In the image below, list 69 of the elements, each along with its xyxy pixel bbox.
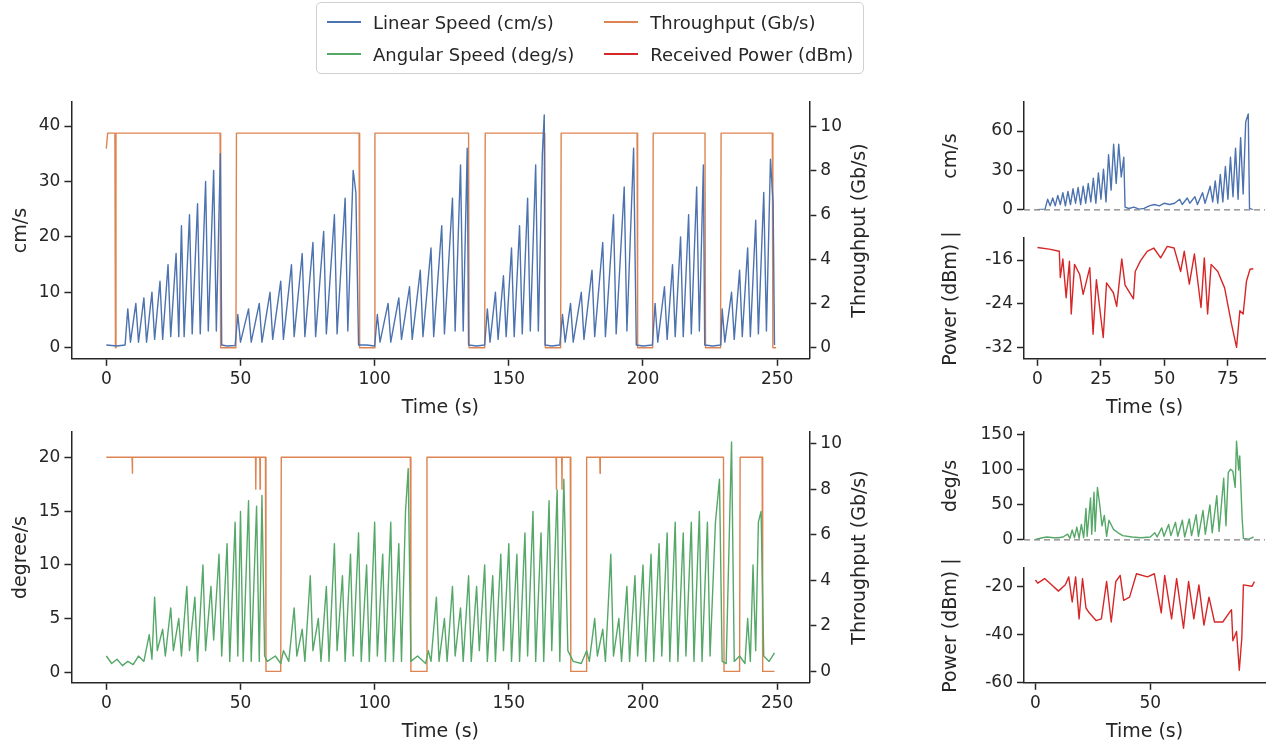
y-tick-label: -16 bbox=[985, 248, 1013, 269]
x-tick-label: 25 bbox=[1090, 368, 1112, 389]
legend-label: Throughput (Gb/s) bbox=[650, 11, 816, 33]
x-tick-label: 50 bbox=[1153, 368, 1176, 389]
x-tick-label: 75 bbox=[1217, 368, 1239, 389]
y2-tick-label: 2 bbox=[820, 291, 832, 312]
y-tick-label: 50 bbox=[991, 493, 1013, 514]
legend-label: Linear Speed (cm/s) bbox=[373, 11, 554, 33]
x-tick-label: 0 bbox=[1032, 368, 1043, 389]
x-tick-label: 50 bbox=[229, 368, 252, 389]
y-axis-title: deg/s bbox=[938, 459, 961, 513]
y-axis-title: cm/s bbox=[8, 207, 31, 254]
y2-tick-label: 6 bbox=[820, 523, 832, 544]
x-tick-label: 50 bbox=[229, 692, 252, 713]
x-tick-label: 100 bbox=[358, 368, 391, 389]
y-tick-label: 20 bbox=[38, 446, 61, 467]
y2-tick-label: 6 bbox=[820, 203, 832, 224]
x-axis-title: Time (s) bbox=[1104, 718, 1184, 741]
y2-tick-label: 4 bbox=[820, 247, 832, 268]
x-tick-label: 100 bbox=[358, 692, 391, 713]
y-tick-label: 150 bbox=[980, 423, 1013, 444]
y-tick-label: 60 bbox=[991, 119, 1013, 140]
y-tick-label: 100 bbox=[980, 458, 1013, 479]
x-axis-title: Time (s) bbox=[400, 718, 480, 741]
x-axis-title: Time (s) bbox=[1104, 394, 1184, 417]
y-tick-label: 0 bbox=[49, 660, 61, 681]
y-tick-label: -60 bbox=[985, 671, 1013, 692]
y2-tick-label: 0 bbox=[820, 336, 832, 357]
x-tick-label: 250 bbox=[760, 368, 794, 389]
legend-label: Received Power (dBm) bbox=[650, 43, 854, 65]
y2-tick-label: 8 bbox=[820, 477, 832, 498]
y2-tick-label: 0 bbox=[820, 659, 832, 680]
y-tick-label: -32 bbox=[985, 335, 1013, 356]
y2-tick-label: 10 bbox=[820, 432, 843, 453]
y-axis-title: cm/s bbox=[938, 133, 961, 179]
y-tick-label: 0 bbox=[1002, 198, 1013, 219]
y-tick-label: 15 bbox=[38, 499, 61, 520]
y2-tick-label: 8 bbox=[820, 159, 832, 180]
x-tick-label: 250 bbox=[760, 692, 794, 713]
y-tick-label: -24 bbox=[985, 292, 1013, 313]
x-tick-label: 150 bbox=[492, 368, 526, 389]
y-tick-label: 0 bbox=[1002, 528, 1013, 549]
y-tick-label: 0 bbox=[49, 336, 61, 357]
y-tick-label: 5 bbox=[49, 606, 61, 627]
y-axis-title: degree/s bbox=[8, 516, 31, 599]
x-tick-label: 50 bbox=[1139, 692, 1162, 713]
y2-axis-title: Throughput (Gb/s) bbox=[846, 470, 869, 646]
y-tick-label: 20 bbox=[38, 225, 61, 246]
y-tick-label: 40 bbox=[38, 114, 61, 135]
y2-tick-label: 2 bbox=[820, 614, 832, 635]
y2-tick-label: 4 bbox=[820, 568, 832, 589]
legend-label: Angular Speed (deg/s) bbox=[373, 43, 575, 65]
x-tick-label: 0 bbox=[1030, 692, 1041, 713]
y2-tick-label: 10 bbox=[820, 114, 843, 135]
y-tick-label: 10 bbox=[38, 280, 61, 301]
y-tick-label: 10 bbox=[38, 553, 61, 574]
y-tick-label: -20 bbox=[985, 574, 1013, 595]
y-axis-title: Power (dBm) | bbox=[938, 231, 962, 366]
y-tick-label: -40 bbox=[985, 622, 1013, 643]
x-tick-label: 150 bbox=[492, 692, 526, 713]
x-tick-label: 0 bbox=[100, 368, 112, 389]
x-tick-label: 200 bbox=[626, 368, 660, 389]
y-tick-label: 30 bbox=[38, 169, 61, 190]
y-axis-title: Power (dBm) | bbox=[938, 558, 962, 693]
x-axis-title: Time (s) bbox=[400, 394, 480, 417]
x-tick-label: 200 bbox=[626, 692, 660, 713]
y2-axis-title: Throughput (Gb/s) bbox=[846, 143, 869, 319]
y-tick-label: 30 bbox=[991, 158, 1013, 179]
x-tick-label: 0 bbox=[100, 692, 112, 713]
